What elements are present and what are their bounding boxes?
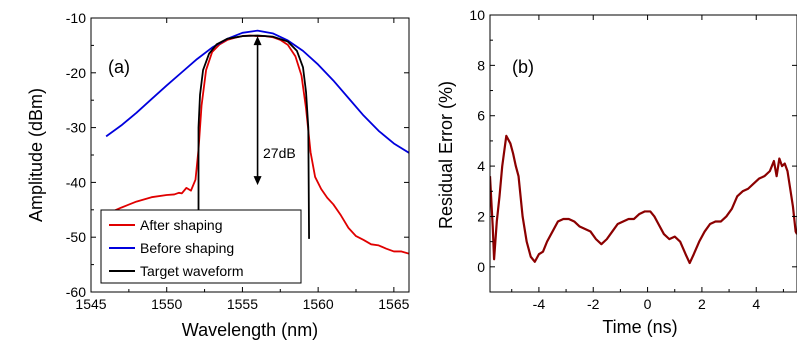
y-tick-label: -20 (66, 65, 86, 81)
panel-a-x-axis-title: Wavelength (nm) (182, 320, 318, 340)
amplitude-span-label: 27dB (263, 145, 296, 161)
series-line-before-shaping (105, 29, 409, 154)
legend-label-before-shaping: Before shaping (140, 240, 234, 256)
x-tick-label: -2 (587, 296, 600, 312)
y-tick-label: -50 (66, 229, 86, 245)
amplitude-span-arrow (253, 36, 262, 186)
y-tick-label: 2 (477, 208, 485, 224)
arrow-head-up (253, 36, 262, 46)
panel-b: (b) -4 -2 0 2 4 0 2 4 6 8 10 Time (ns) Residual Er… (436, 7, 797, 337)
panel-b-x-axis-title: Time (ns) (602, 317, 677, 337)
panel-b-plot-frame (489, 14, 797, 293)
series-line-target-waveform (197, 34, 310, 239)
panel-b-label: (b) (512, 57, 534, 77)
y-tick-label: -10 (66, 10, 86, 26)
y-tick-label: -30 (66, 120, 86, 136)
panel-b-ticks: -4 -2 0 2 4 0 2 4 6 8 10 (469, 7, 797, 312)
legend-label-target-waveform: Target waveform (140, 263, 243, 279)
x-tick-label: -4 (533, 296, 546, 312)
y-tick-label: 4 (477, 158, 485, 174)
panel-a-ticks: 1545 1550 1555 1560 1565 -60 -50 -40 -30 -20 -10 (66, 10, 410, 312)
x-tick-label: 4 (752, 296, 760, 312)
series-line-residual-error (490, 134, 797, 265)
panel-a-y-axis-title: Amplitude (dBm) (26, 88, 46, 222)
panel-b-curves (490, 134, 797, 265)
y-tick-label: -40 (66, 174, 86, 190)
x-tick-label: 1550 (151, 296, 182, 312)
y-tick-label: 8 (477, 57, 485, 73)
panel-a-label: (a) (108, 57, 130, 77)
y-tick-label: 6 (477, 108, 485, 124)
legend: After shaping Before shaping Target wave… (100, 209, 302, 284)
panel-a: 27dB (a) After shaping Before shaping Ta… (26, 10, 410, 340)
x-tick-label: 1545 (75, 296, 106, 312)
arrow-head-down (253, 176, 262, 186)
x-tick-label: 0 (644, 296, 652, 312)
legend-label-after-shaping: After shaping (140, 217, 223, 233)
y-tick-label: -60 (66, 284, 86, 300)
y-tick-label: 10 (469, 7, 485, 23)
panel-a-curves (105, 29, 409, 255)
x-tick-label: 1565 (378, 296, 409, 312)
y-tick-label: 0 (477, 259, 485, 275)
x-tick-label: 2 (698, 296, 706, 312)
x-tick-label: 1560 (303, 296, 334, 312)
panel-b-y-axis-title: Residual Error (%) (436, 81, 456, 229)
x-tick-label: 1555 (227, 296, 258, 312)
